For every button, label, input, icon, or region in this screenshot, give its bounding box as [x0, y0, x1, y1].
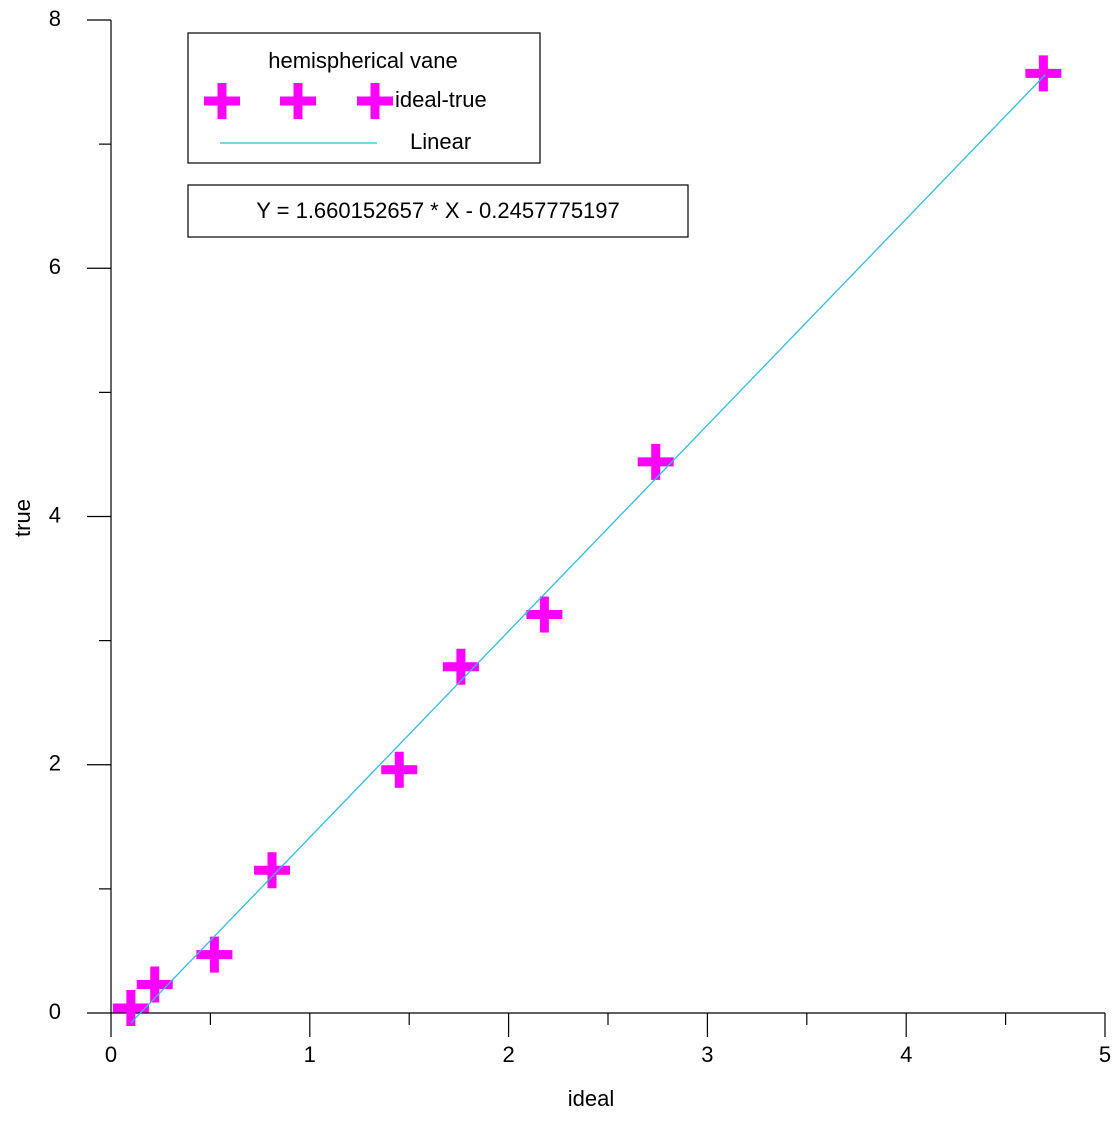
y-tick-label: 0: [49, 999, 61, 1024]
y-axis-label: true: [10, 499, 35, 537]
annotation: Y = 1.660152657 * X - 0.2457775197: [256, 198, 620, 223]
x-tick-label: 4: [900, 1042, 912, 1067]
marker: [443, 649, 479, 685]
legend-label: ideal-true: [395, 87, 487, 112]
y-tick-label: 8: [49, 6, 61, 31]
y-tick-label: 2: [49, 751, 61, 776]
y-tick-label: 4: [49, 502, 61, 527]
marker: [638, 444, 674, 480]
x-tick-label: 3: [701, 1042, 713, 1067]
marker: [526, 597, 562, 633]
x-tick-label: 1: [304, 1042, 316, 1067]
marker: [196, 937, 232, 973]
legend-label: Linear: [410, 129, 471, 154]
marker: [113, 990, 149, 1026]
x-axis-label: ideal: [568, 1086, 614, 1111]
y-tick-label: 6: [49, 254, 61, 279]
marker: [254, 852, 290, 888]
chart: hemispherical vane Y = 1.660152657 * X -…: [0, 0, 1115, 1121]
x-tick-label: 0: [105, 1042, 117, 1067]
legend-title: hemispherical vane: [268, 48, 458, 73]
x-tick-label: 5: [1099, 1042, 1111, 1067]
marker: [1025, 55, 1061, 91]
x-tick-label: 2: [502, 1042, 514, 1067]
